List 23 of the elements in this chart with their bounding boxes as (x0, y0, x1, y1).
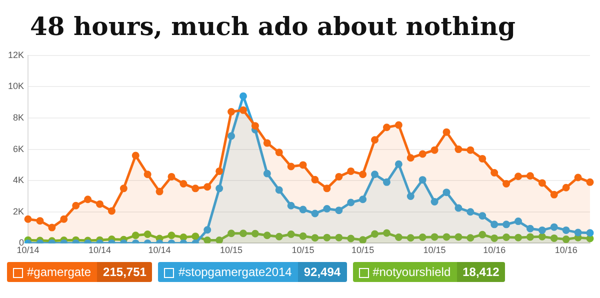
text: 18,412 (456, 262, 506, 282)
x-tick-label: 10/15 (423, 245, 446, 256)
legend-label: #notyourshield (368, 262, 457, 282)
x-tick-label: 10/15 (292, 245, 314, 256)
x-tick-label: 10/15 (352, 245, 374, 256)
y-tick-label: 12K (8, 50, 24, 60)
x-tick-label: 10/14 (16, 245, 40, 256)
y-tick-label: 6K (13, 144, 24, 154)
y-tick-label: 0 (19, 238, 24, 248)
y-tick-label: 8K (13, 112, 24, 122)
text: 92,494 (298, 262, 347, 282)
x-tick-label: 10/16 (554, 245, 578, 256)
text: 215,751 (97, 262, 152, 282)
x-tick-label: 10/16 (483, 245, 506, 256)
x-tick-label: 10/14 (88, 245, 112, 256)
legend-label: #gamergate (23, 262, 98, 282)
y-tick-label: 10K (8, 81, 24, 92)
chart-title: 48 hours, much ado about nothing (29, 11, 516, 43)
x-tick-label: 10/15 (220, 245, 243, 256)
legend-label: #stopgamergate2014 (174, 262, 298, 282)
x-tick-label: 10/14 (148, 245, 171, 256)
y-tick-label: 4K (13, 175, 24, 186)
y-tick-label: 2K (13, 206, 24, 216)
